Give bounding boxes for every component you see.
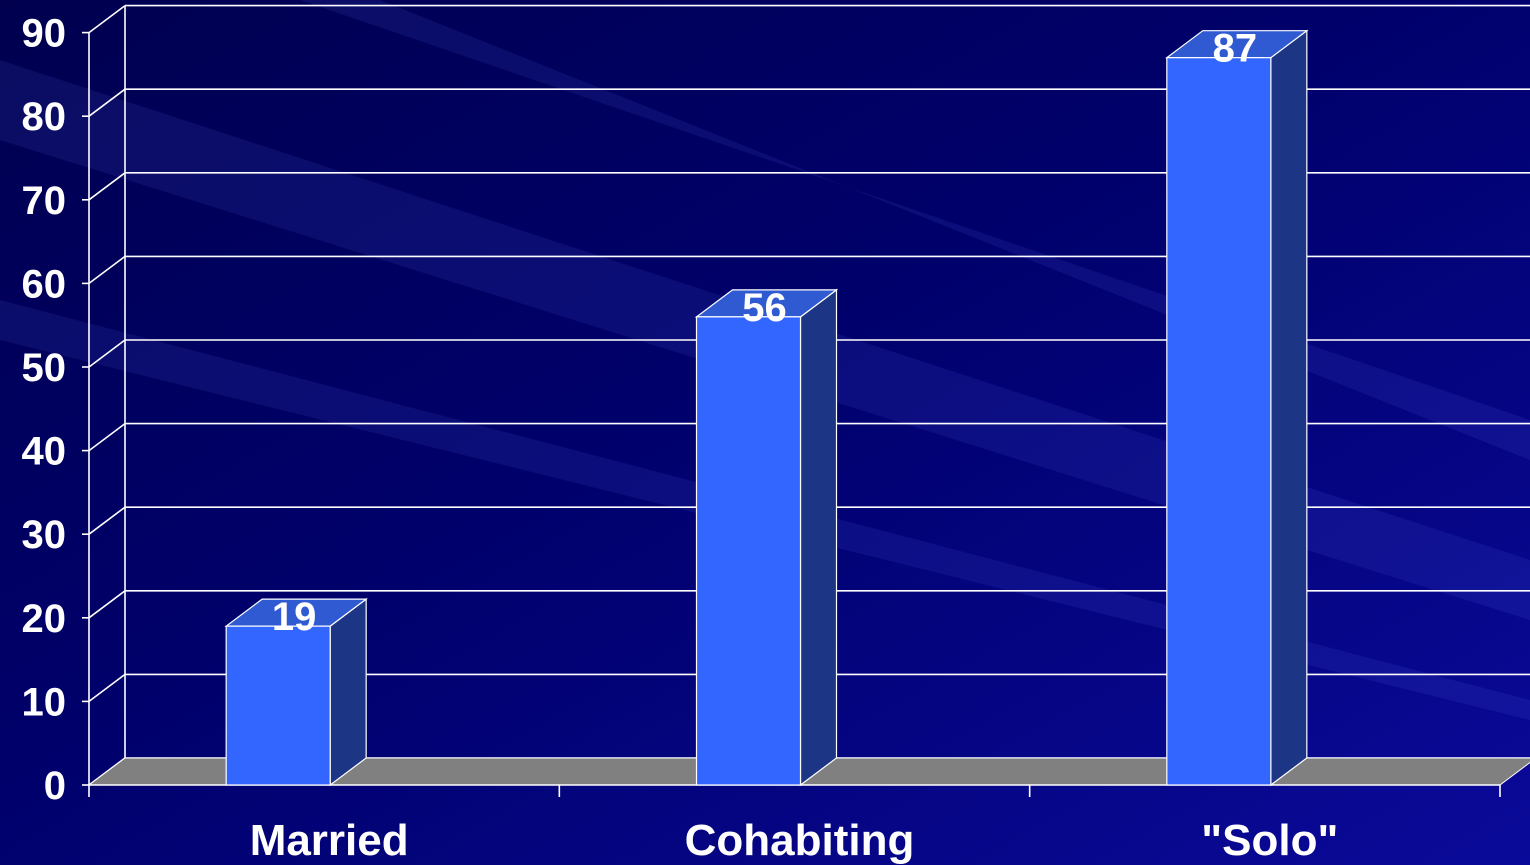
bar-side-face bbox=[799, 288, 838, 787]
bar-front-face bbox=[225, 625, 331, 786]
gridline-side bbox=[88, 339, 126, 368]
data-label: 19 bbox=[272, 595, 317, 639]
gridline-side bbox=[88, 673, 126, 703]
y-tick-label: 30 bbox=[22, 513, 67, 557]
x-axis-category-labels: Married Cohabiting "Solo" bbox=[250, 816, 1339, 865]
bar-front-face bbox=[695, 316, 802, 786]
bar-cohabiting bbox=[694, 288, 839, 787]
x-category-label: "Solo" bbox=[1201, 816, 1338, 865]
bar-side-face bbox=[1270, 29, 1308, 787]
gridline-side bbox=[88, 172, 126, 201]
y-tick-label: 80 bbox=[22, 95, 67, 139]
y-tick-label: 0 bbox=[44, 764, 66, 808]
gridline-side bbox=[88, 422, 126, 452]
data-label: 87 bbox=[1213, 27, 1258, 71]
bar-married bbox=[224, 597, 368, 787]
bars bbox=[224, 29, 1309, 787]
y-tick-label: 20 bbox=[22, 597, 67, 641]
bar-front-face bbox=[1166, 57, 1272, 786]
gridline-side bbox=[88, 88, 126, 117]
gridline-side bbox=[88, 506, 126, 535]
data-labels: 19 56 87 bbox=[272, 27, 1257, 639]
gridline-side bbox=[88, 255, 126, 285]
gridline-side bbox=[88, 590, 126, 619]
y-tick-label: 70 bbox=[22, 179, 67, 223]
data-label: 56 bbox=[742, 286, 787, 330]
bar-solo bbox=[1165, 29, 1309, 787]
y-tick-label: 90 bbox=[22, 12, 67, 56]
y-axis-tick-labels: 0 10 20 30 40 50 60 70 80 90 bbox=[22, 12, 67, 808]
y-tick-label: 50 bbox=[22, 346, 67, 390]
bar-side-face bbox=[329, 597, 367, 787]
x-category-label: Cohabiting bbox=[685, 816, 915, 865]
y-tick-label: 60 bbox=[22, 262, 67, 306]
gridline-side bbox=[88, 4, 126, 34]
x-category-label: Married bbox=[250, 816, 409, 865]
y-tick-label: 40 bbox=[22, 430, 67, 474]
y-tick-label: 10 bbox=[22, 680, 67, 724]
